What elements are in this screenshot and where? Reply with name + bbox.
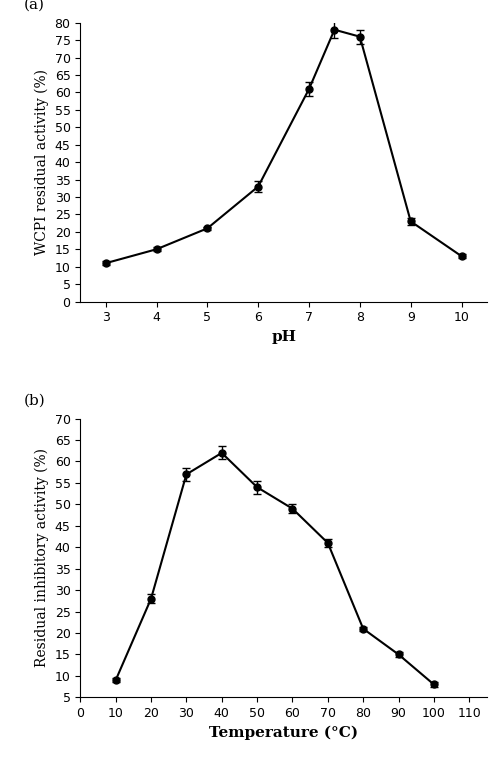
X-axis label: pH: pH: [271, 330, 296, 344]
Y-axis label: WCPI residual activity (%): WCPI residual activity (%): [35, 69, 49, 255]
Y-axis label: Residual inhibitory activity (%): Residual inhibitory activity (%): [35, 449, 49, 668]
Text: (a): (a): [24, 0, 44, 11]
X-axis label: Temperature (°C): Temperature (°C): [208, 725, 358, 740]
Text: (b): (b): [24, 393, 45, 408]
